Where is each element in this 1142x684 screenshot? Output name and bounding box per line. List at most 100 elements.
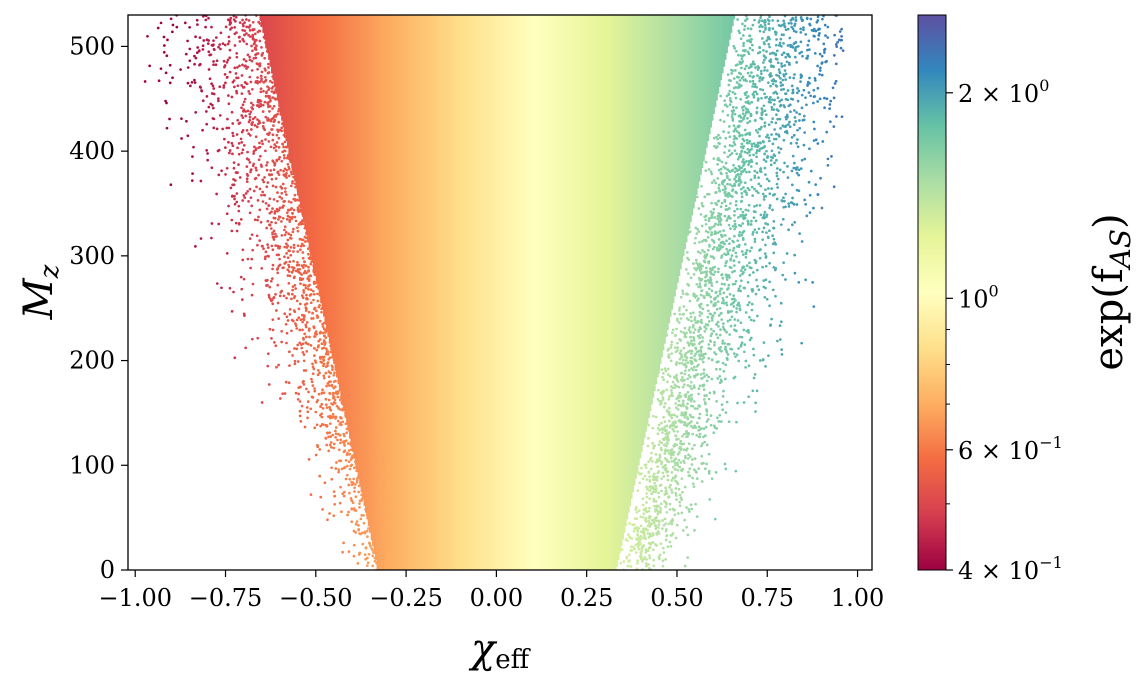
scatter-density-column (554, 15, 556, 570)
scatter-density-column (382, 15, 385, 570)
scatter-point (293, 139, 296, 142)
scatter-point (234, 72, 238, 75)
scatter-point (372, 455, 375, 459)
scatter-point (838, 30, 842, 33)
scatter-point (673, 383, 677, 387)
scatter-point (813, 51, 817, 55)
scatter-point (343, 383, 347, 387)
scatter-point (697, 342, 701, 346)
scatter-point (307, 457, 311, 461)
scatter-point (333, 351, 337, 355)
scatter-point (291, 66, 295, 70)
scatter-point (353, 406, 357, 410)
scatter-point (298, 131, 302, 135)
scatter-point (376, 470, 379, 473)
scatter-point (818, 69, 822, 72)
scatter-point (691, 368, 695, 372)
scatter-point (301, 380, 305, 384)
scatter-point (312, 298, 315, 302)
scatter-point (326, 382, 330, 385)
scatter-point (720, 318, 723, 321)
scatter-point (715, 145, 719, 148)
scatter-point (343, 401, 347, 405)
scatter-point (749, 223, 753, 226)
scatter-point (268, 285, 272, 289)
scatter-point (749, 178, 753, 182)
scatter-point (247, 132, 250, 136)
scatter-density-column (509, 15, 512, 570)
scatter-point (784, 72, 788, 76)
scatter-point (737, 71, 741, 75)
scatter-point (301, 320, 305, 324)
scatter-point (739, 279, 743, 283)
scatter-density-column (650, 15, 653, 405)
scatter-point (345, 327, 349, 330)
scatter-point (733, 112, 737, 116)
scatter-point (323, 259, 327, 262)
scatter-point (729, 227, 732, 230)
scatter-point (357, 463, 361, 467)
scatter-point (708, 391, 712, 395)
scatter-point (248, 112, 252, 116)
scatter-point (225, 212, 229, 216)
scatter-point (323, 229, 327, 233)
scatter-point (758, 45, 761, 49)
scatter-point (364, 439, 368, 442)
scatter-density-column (570, 15, 572, 570)
scatter-point (342, 390, 345, 394)
scatter-point (671, 331, 674, 335)
scatter-point (314, 261, 317, 265)
scatter-density-column (308, 15, 311, 250)
scatter-point (841, 49, 845, 52)
scatter-point (675, 481, 679, 484)
scatter-point (784, 192, 787, 196)
scatter-point (256, 76, 259, 79)
scatter-point (258, 64, 262, 68)
scatter-density-column (406, 15, 409, 570)
scatter-point (675, 317, 679, 321)
scatter-point (263, 176, 266, 179)
scatter-point (736, 239, 740, 243)
scatter-point (335, 319, 339, 323)
scatter-point (719, 420, 723, 423)
scatter-point (210, 92, 214, 95)
scatter-point (778, 338, 782, 341)
scatter-point (280, 126, 284, 130)
scatter-point (252, 42, 256, 46)
scatter-point (694, 368, 698, 372)
scatter-point (780, 65, 783, 68)
scatter-point (742, 328, 746, 332)
scatter-point (728, 242, 731, 246)
scatter-point (680, 361, 684, 365)
scatter-density-column (726, 15, 728, 54)
scatter-density-column (419, 15, 422, 570)
scatter-point (346, 354, 350, 358)
scatter-point (664, 486, 667, 490)
scatter-point (726, 319, 730, 323)
scatter-point (659, 400, 663, 404)
scatter-point (722, 370, 726, 373)
scatter-point (654, 484, 658, 488)
scatter-point (293, 104, 296, 108)
scatter-point (309, 233, 313, 237)
scatter-point (653, 524, 657, 527)
scatter-point (314, 309, 318, 313)
scatter-point (386, 551, 390, 555)
scatter-point (766, 235, 770, 239)
scatter-point (270, 52, 274, 56)
scatter-point (703, 329, 707, 333)
scatter-point (733, 184, 737, 187)
scatter-point (280, 340, 283, 344)
scatter-point (269, 36, 273, 40)
scatter-point (289, 233, 293, 237)
scatter-point (695, 321, 699, 324)
scatter-point (259, 87, 263, 91)
scatter-point (358, 532, 361, 535)
scatter-point (704, 266, 708, 270)
scatter-point (257, 105, 261, 109)
scatter-point (370, 493, 374, 497)
scatter-point (254, 176, 258, 180)
scatter-point (361, 443, 365, 446)
scatter-point (770, 317, 773, 321)
scatter-point (675, 415, 679, 418)
